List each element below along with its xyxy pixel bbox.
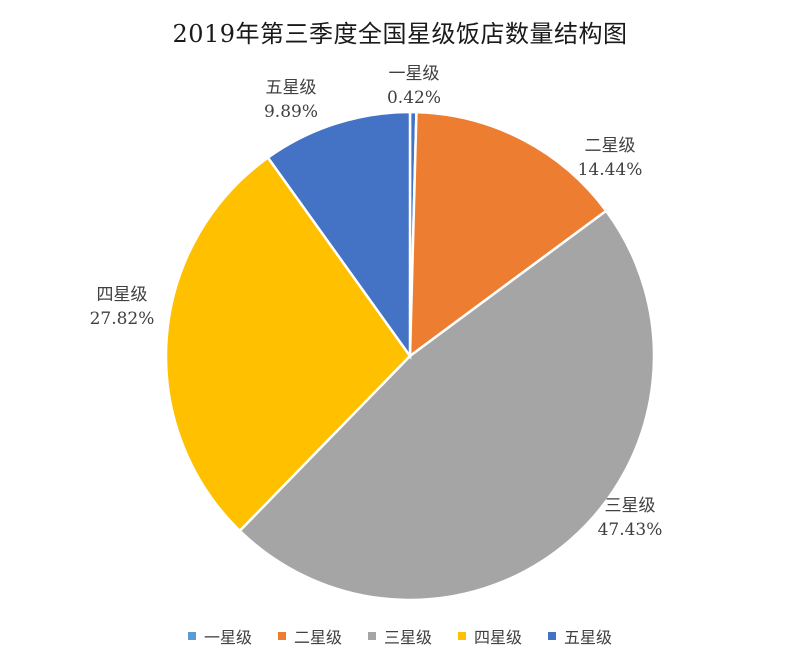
legend-swatch-3	[367, 632, 376, 640]
legend-swatch-4	[458, 632, 466, 640]
slice-name-label-4: 四星级	[97, 285, 148, 305]
legend-label-4: 四星级	[474, 628, 523, 647]
pie-slice-3[interactable]	[237, 209, 656, 602]
legend-swatch-1	[187, 632, 196, 640]
legend-item-1[interactable]: 一星级	[187, 624, 252, 648]
slice-value-label-5: 9.89%	[264, 102, 318, 122]
pie-slices	[164, 110, 656, 602]
legend-swatch-2	[277, 632, 286, 640]
legend-label-1: 一星级	[203, 628, 252, 647]
slice-name-label-3: 三星级	[605, 496, 656, 516]
legend-item-2[interactable]: 二星级	[277, 624, 342, 648]
pie-slice-2[interactable]	[408, 110, 608, 359]
pie-labels: 一星级 0.42% 二星级 14.44% 三星级 47.43% 四星级 27.82% 五星级 9.…	[90, 64, 663, 540]
legend-item-3[interactable]: 三星级	[367, 624, 432, 648]
slice-value-label-1: 0.42%	[387, 88, 441, 108]
legend-item-5[interactable]: 五星级	[548, 624, 612, 648]
legend-label-5: 五星级	[564, 628, 613, 647]
chart-legend: 一星级 二星级 三星级 四星级 五星级	[0, 624, 800, 648]
legend-label-3: 三星级	[383, 628, 432, 647]
slice-name-label-2: 二星级	[585, 136, 636, 156]
pie-slice-5[interactable]	[266, 110, 412, 360]
legend-item-4[interactable]: 四星级	[458, 624, 522, 648]
slice-name-label-1: 一星级	[389, 64, 440, 84]
chart-title: 2019年第三季度全国星级饭店数量结构图	[172, 20, 628, 48]
slice-value-label-2: 14.44%	[578, 160, 643, 180]
pie-chart: 一星级 0.42% 二星级 14.44% 三星级 47.43% 四星级 27.82% 五星级 9.…	[90, 64, 663, 602]
pie-slice-4[interactable]	[164, 155, 412, 533]
slice-value-label-4: 27.82%	[90, 309, 155, 329]
legend-swatch-5	[548, 632, 557, 640]
slice-name-label-5: 五星级	[266, 78, 317, 98]
legend-label-2: 二星级	[293, 628, 342, 647]
slice-value-label-3: 47.43%	[598, 520, 663, 540]
